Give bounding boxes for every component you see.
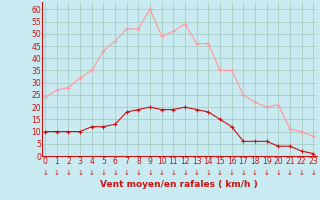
- X-axis label: Vent moyen/en rafales ( km/h ): Vent moyen/en rafales ( km/h ): [100, 180, 258, 189]
